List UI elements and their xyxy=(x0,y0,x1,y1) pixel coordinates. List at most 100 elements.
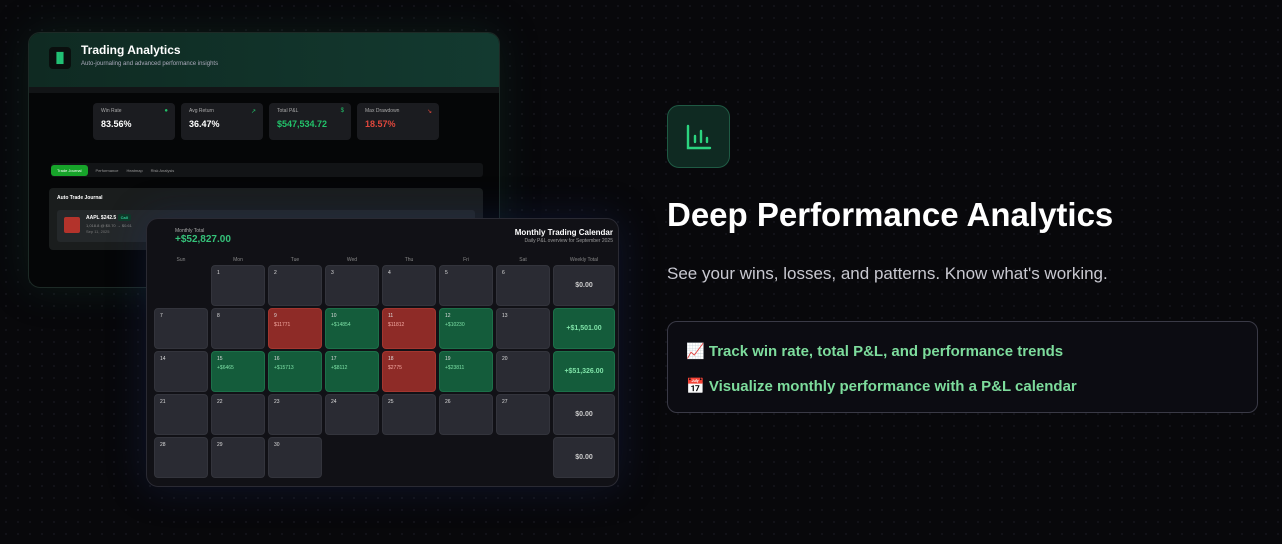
weekday-header: Thu xyxy=(404,257,414,263)
stat-card: Max Drawdown 18.57% ↘ xyxy=(357,103,439,140)
monthly-calendar: Monthly Total +$52,827.00 Monthly Tradin… xyxy=(146,218,619,487)
weekly-total: $0.00 xyxy=(553,394,615,435)
calendar-emoji-icon: 📅 xyxy=(686,378,705,395)
weekday-header: Sat xyxy=(519,257,527,263)
day-number: 19 xyxy=(445,356,451,362)
day-number: 15 xyxy=(217,356,223,362)
day-number: 29 xyxy=(217,442,223,448)
calendar-day[interactable]: 22 xyxy=(211,394,265,435)
weekly-total: +$51,326.00 xyxy=(553,351,615,392)
trend-up-icon: ↗ xyxy=(250,109,256,115)
day-pnl: +$10230 xyxy=(445,322,465,328)
stat-value: 83.56% xyxy=(101,119,132,129)
tab-performance[interactable]: Performance xyxy=(95,167,119,173)
calendar-day[interactable]: 8 xyxy=(211,308,265,349)
weekday-header: Mon xyxy=(233,257,243,263)
feature-list: 📈 Track win rate, total P&L, and perform… xyxy=(667,321,1258,413)
day-number: 16 xyxy=(274,356,280,362)
day-number: 7 xyxy=(160,313,163,319)
calendar-day[interactable]: 13 xyxy=(496,308,550,349)
calendar-day[interactable]: 15 +$6465 xyxy=(211,351,265,392)
calendar-day[interactable]: 9 $11771 xyxy=(268,308,322,349)
day-number: 3 xyxy=(331,270,334,276)
day-pnl: +$23811 xyxy=(445,365,465,371)
day-number: 20 xyxy=(502,356,508,362)
day-number: 12 xyxy=(445,313,451,319)
calendar-day[interactable]: 4 xyxy=(382,265,436,306)
weekday-header: Fri xyxy=(463,257,469,263)
day-number: 26 xyxy=(445,399,451,405)
tab-trade-journal[interactable]: Trade Journal xyxy=(51,164,88,176)
analytics-icon xyxy=(667,105,730,168)
calendar-day[interactable]: 30 xyxy=(268,437,322,478)
weekday-header: Weekly Total xyxy=(569,257,599,263)
day-pnl: $11812 xyxy=(388,322,405,328)
calendar-day[interactable]: 23 xyxy=(268,394,322,435)
feature-subtitle: See your wins, losses, and patterns. Kno… xyxy=(667,264,1108,283)
trade-symbol: AAPL $242.5 xyxy=(86,215,117,221)
calendar-day[interactable]: 16 +$15713 xyxy=(268,351,322,392)
calendar-day[interactable]: 21 xyxy=(154,394,208,435)
day-number: 30 xyxy=(274,442,280,448)
weekday-header: Tue xyxy=(290,257,300,263)
trade-date: Sep 11, 2025 xyxy=(86,229,110,234)
day-number: 24 xyxy=(331,399,337,405)
day-number: 17 xyxy=(331,356,337,362)
day-number: 10 xyxy=(331,313,337,319)
calendar-day[interactable]: 6 xyxy=(496,265,550,306)
calendar-day[interactable]: 10 +$14854 xyxy=(325,308,379,349)
day-number: 22 xyxy=(217,399,223,405)
day-number: 11 xyxy=(388,313,394,319)
calendar-day[interactable]: 26 xyxy=(439,394,493,435)
bar-chart-icon: ▐▌ xyxy=(49,47,71,69)
day-pnl: +$15713 xyxy=(274,365,294,371)
monthly-total-label: Monthly Total xyxy=(175,228,205,234)
chart-emoji-icon: 📈 xyxy=(686,343,705,360)
calendar-day[interactable]: 5 xyxy=(439,265,493,306)
feature-text: Visualize monthly performance with a P&L… xyxy=(708,378,1077,395)
feature-item: 📅 Visualize monthly performance with a P… xyxy=(686,377,1239,395)
weekly-total: $0.00 xyxy=(553,437,615,478)
day-pnl: $11771 xyxy=(274,322,291,328)
calendar-day[interactable]: 28 xyxy=(154,437,208,478)
feature-text: Track win rate, total P&L, and performan… xyxy=(708,343,1064,360)
calendar-day[interactable]: 12 +$10230 xyxy=(439,308,493,349)
stat-label: Max Drawdown xyxy=(365,108,400,114)
feature-item: 📈 Track win rate, total P&L, and perform… xyxy=(686,342,1239,360)
tab-risk-analysis[interactable]: Risk Analysis xyxy=(150,167,175,173)
trading-analytics-preview: ▐▌ Trading Analytics Auto-journaling and… xyxy=(28,32,500,288)
trade-detail: 1,018.8 @ $0.70 → $0.61 xyxy=(86,223,132,228)
calendar-day[interactable]: 11 $11812 xyxy=(382,308,436,349)
stat-label: Avg Return xyxy=(189,108,214,114)
calendar-day[interactable]: 24 xyxy=(325,394,379,435)
calendar-day[interactable]: 1 xyxy=(211,265,265,306)
day-number: 14 xyxy=(160,356,166,362)
calendar-day[interactable]: 29 xyxy=(211,437,265,478)
calendar-day[interactable]: 14 xyxy=(154,351,208,392)
monthly-total: +$52,827.00 xyxy=(175,234,231,245)
calendar-day[interactable]: 27 xyxy=(496,394,550,435)
day-pnl: +$6465 xyxy=(217,365,234,371)
stat-value: $547,534.72 xyxy=(277,119,328,129)
tab-heatmap[interactable]: Heatmap xyxy=(126,167,143,173)
stat-card: Avg Return 36.47% ↗ xyxy=(181,103,263,140)
day-number: 21 xyxy=(160,399,166,405)
calendar-day[interactable]: 25 xyxy=(382,394,436,435)
calendar-day[interactable]: 18 $2775 xyxy=(382,351,436,392)
dollar-icon: $ xyxy=(340,108,344,114)
circle-icon: ● xyxy=(164,108,168,114)
day-number: 5 xyxy=(445,270,448,276)
calendar-title: Monthly Trading Calendar xyxy=(514,228,613,237)
analytics-header: ▐▌ Trading Analytics Auto-journaling and… xyxy=(29,33,499,87)
stat-label: Win Rate xyxy=(101,108,122,114)
stat-card: Total P&L $547,534.72 $ xyxy=(269,103,351,140)
calendar-day[interactable]: 20 xyxy=(496,351,550,392)
day-number: 28 xyxy=(160,442,166,448)
calendar-day[interactable]: 3 xyxy=(325,265,379,306)
day-pnl: +$14854 xyxy=(331,322,351,328)
calendar-day[interactable]: 7 xyxy=(154,308,208,349)
calendar-day[interactable]: 17 +$8112 xyxy=(325,351,379,392)
calendar-day[interactable]: 19 +$23811 xyxy=(439,351,493,392)
calendar-day[interactable]: 2 xyxy=(268,265,322,306)
trend-down-icon xyxy=(64,217,80,233)
